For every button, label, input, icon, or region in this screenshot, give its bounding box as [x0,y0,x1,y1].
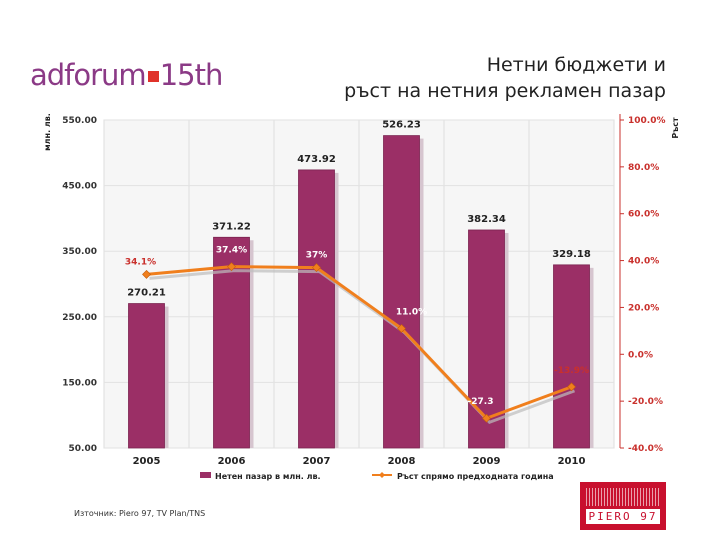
growth-line [146,265,573,420]
y-left-tick-label: 350.00 [62,247,97,257]
legend-line-marker [379,472,385,478]
y-left-tick-label: 150.00 [62,378,97,388]
growth-line-shadow [149,269,576,424]
growth-point [227,262,236,272]
piero-97-logo: PIERO 97 [580,482,666,530]
bar [298,169,335,449]
y-right-tick-label: 0.0% [628,350,653,360]
growth-value-label: 37% [306,251,328,261]
growth-value-label: 37.4% [216,246,247,256]
legend-line-label: Ръст спрямо предходната година [397,472,554,481]
bar-value-label: 382.34 [467,214,506,225]
bar [468,229,505,449]
logo-square-icon [147,71,159,82]
bar-value-label: 526.23 [382,120,421,131]
bar [383,135,420,449]
brand-name: PIERO 97 [586,509,660,524]
growth-value-label: -27.3 [468,397,494,407]
y-left-tick-label: 50.00 [69,444,97,454]
x-tick-label: 2008 [388,456,416,467]
x-tick-label: 2005 [133,456,161,467]
growth-point [397,324,406,333]
y-right-tick-label: 80.0% [628,163,659,173]
x-tick-label: 2006 [218,456,246,467]
growth-point [312,263,321,273]
legend-bar-label: Нетен пазар в млн. лв. [215,472,321,481]
legend-bar-swatch [200,472,211,478]
growth-point [482,413,491,423]
y-right-tick-label: -20.0% [628,397,663,407]
y-right-tick-label: 20.0% [628,303,659,313]
bar [553,264,590,449]
bar-value-label: 371.22 [212,221,251,232]
growth-value-label: 34.1% [125,257,156,267]
y-right-tick-label: -40.0% [628,444,663,454]
title-line-1: Нетни бюджети и [486,54,666,76]
bar-value-label: 270.21 [127,288,166,299]
slide-title: Нетни бюджети и ръст на нетния рекламен … [344,52,666,104]
bar [128,303,165,449]
y-left-tick-label: 550.00 [62,116,97,126]
growth-point [567,382,576,392]
bar-value-label: 329.18 [552,249,591,260]
y-left-axis-title: млн. лв. [43,113,52,151]
barcode-icon [586,488,660,506]
growth-point [142,269,151,279]
y-left-tick-label: 250.00 [62,313,97,323]
growth-value-label: 11.0% [396,308,427,318]
title-line-2: ръст на нетния рекламен пазар [344,80,666,102]
x-tick-label: 2007 [303,456,331,467]
adforum-logo: adforum 15th [30,58,224,92]
y-right-axis-title: Ръст [671,117,680,139]
bar-value-label: 473.92 [297,154,336,165]
x-tick-label: 2010 [558,456,586,467]
logo-number: 15th [159,58,224,92]
y-right-tick-label: 100.0% [628,116,666,126]
x-tick-label: 2009 [473,456,501,467]
y-right-tick-label: 60.0% [628,210,659,220]
source-note: Източник: Piero 97, TV Plan/TNS [74,509,206,518]
logo-text: adforum [30,58,147,92]
y-right-tick-label: 40.0% [628,257,659,267]
y-left-tick-label: 450.00 [62,182,97,192]
growth-value-label: -13.9% [554,366,589,376]
